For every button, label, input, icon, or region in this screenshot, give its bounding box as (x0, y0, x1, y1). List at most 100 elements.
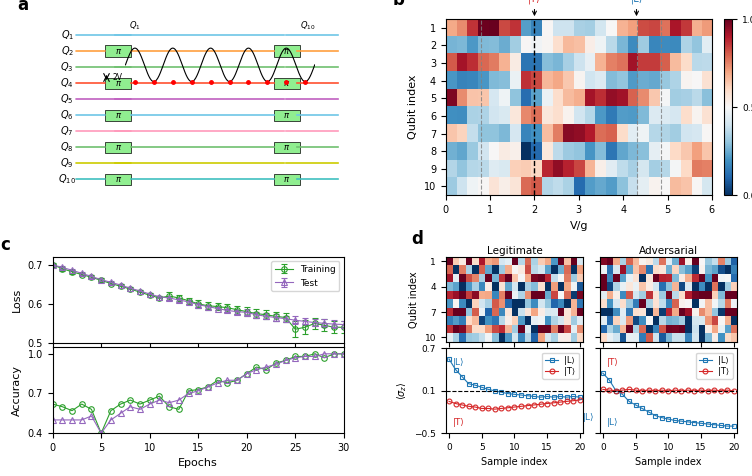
|T⟩ (575, 397, 584, 403)
|L⟩ (471, 382, 480, 388)
Text: c: c (0, 236, 10, 254)
|T⟩ (677, 388, 686, 394)
|T⟩ (684, 387, 693, 393)
|T⟩ (650, 388, 660, 394)
|L⟩ (611, 388, 620, 394)
Text: $Q_{7}$: $Q_{7}$ (60, 124, 74, 138)
Text: $Q_{10}$: $Q_{10}$ (58, 172, 76, 186)
|T⟩ (631, 387, 640, 393)
|L⟩ (497, 389, 506, 395)
|T⟩ (523, 403, 532, 408)
|T⟩ (458, 402, 467, 408)
Text: |L⟩: |L⟩ (583, 414, 595, 423)
Bar (105, 174, 132, 185)
Bar (274, 174, 300, 185)
Text: $\pi$: $\pi$ (284, 175, 290, 184)
Bar (105, 78, 132, 89)
Text: 2V: 2V (112, 73, 123, 82)
|T⟩ (729, 388, 738, 394)
Bar (105, 141, 132, 153)
|L⟩ (710, 422, 719, 427)
Text: |T⟩: |T⟩ (453, 417, 465, 426)
Text: $\pi$: $\pi$ (284, 143, 290, 152)
|L⟩ (575, 394, 584, 400)
Legend: |L⟩, |T⟩: |L⟩, |T⟩ (542, 353, 579, 379)
|T⟩ (543, 401, 552, 407)
Text: $\pi$: $\pi$ (284, 47, 290, 56)
|L⟩ (729, 423, 738, 429)
|T⟩ (690, 388, 699, 394)
Text: |T⟩: |T⟩ (606, 358, 618, 367)
|L⟩ (696, 420, 705, 426)
Text: $Q_{1}$: $Q_{1}$ (61, 28, 74, 42)
|T⟩ (638, 388, 647, 394)
|T⟩ (624, 387, 633, 392)
Text: b: b (393, 0, 405, 9)
Line: |L⟩: |L⟩ (447, 357, 582, 399)
Legend: |L⟩, |T⟩: |L⟩, |T⟩ (696, 353, 732, 379)
X-axis label: V/g: V/g (569, 220, 588, 230)
Title: Legitimate: Legitimate (487, 246, 542, 256)
|T⟩ (510, 404, 519, 410)
Text: |L⟩: |L⟩ (630, 0, 643, 15)
|L⟩ (562, 394, 572, 400)
|T⟩ (562, 398, 572, 404)
Y-axis label: Qubit index: Qubit index (409, 271, 419, 327)
|T⟩ (484, 406, 493, 411)
|T⟩ (569, 398, 578, 404)
|L⟩ (723, 423, 732, 429)
|T⟩ (605, 387, 614, 393)
|L⟩ (503, 391, 512, 397)
|T⟩ (529, 402, 538, 408)
Bar (274, 109, 300, 121)
X-axis label: Sample index: Sample index (481, 457, 547, 467)
|L⟩ (684, 419, 693, 425)
Text: $\pi$: $\pi$ (114, 47, 122, 56)
Y-axis label: Accuracy: Accuracy (12, 365, 22, 416)
|T⟩ (618, 387, 627, 393)
Text: $\pi$: $\pi$ (114, 79, 122, 88)
|T⟩ (490, 407, 499, 412)
Text: d: d (411, 230, 423, 248)
Text: $Q_{3}$: $Q_{3}$ (60, 60, 74, 74)
Y-axis label: $\langle\sigma_z\rangle$: $\langle\sigma_z\rangle$ (395, 381, 408, 400)
Bar (105, 46, 132, 57)
|L⟩ (716, 423, 725, 428)
Text: $Q_{4}$: $Q_{4}$ (60, 76, 74, 90)
|L⟩ (549, 394, 558, 400)
|L⟩ (703, 421, 712, 427)
|T⟩ (471, 404, 480, 410)
|T⟩ (657, 387, 666, 393)
|T⟩ (444, 398, 453, 404)
Bar (274, 78, 300, 89)
Text: $\pi$: $\pi$ (284, 79, 290, 88)
|T⟩ (536, 401, 545, 407)
|T⟩ (644, 387, 653, 393)
Text: $\pi$: $\pi$ (114, 110, 122, 119)
|T⟩ (670, 387, 679, 393)
Bar (274, 46, 300, 57)
|L⟩ (523, 393, 532, 398)
|L⟩ (510, 391, 519, 397)
Text: |L⟩: |L⟩ (453, 358, 464, 367)
|L⟩ (638, 406, 647, 411)
|T⟩ (451, 401, 460, 407)
|T⟩ (556, 399, 565, 405)
|L⟩ (464, 381, 473, 387)
|L⟩ (644, 409, 653, 415)
|L⟩ (618, 391, 627, 397)
|T⟩ (478, 406, 487, 411)
|T⟩ (703, 388, 712, 394)
|L⟩ (650, 413, 660, 418)
|L⟩ (599, 370, 608, 376)
|L⟩ (517, 392, 526, 398)
Y-axis label: Loss: Loss (12, 288, 22, 312)
|T⟩ (716, 388, 725, 394)
|L⟩ (624, 398, 633, 404)
|T⟩ (549, 400, 558, 406)
|L⟩ (451, 367, 460, 373)
Text: $\pi$: $\pi$ (114, 143, 122, 152)
|L⟩ (605, 377, 614, 383)
|T⟩ (710, 387, 719, 393)
|T⟩ (664, 388, 673, 394)
